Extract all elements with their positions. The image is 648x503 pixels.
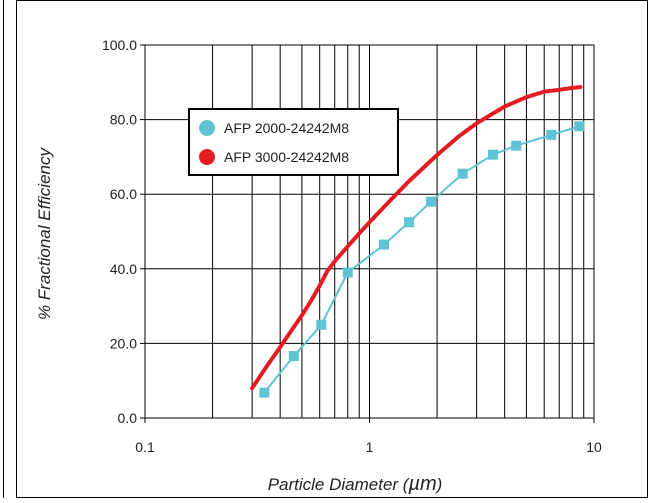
x-axis-title-close: ) — [435, 475, 443, 494]
data-point-afp-2000 — [457, 168, 468, 179]
series-layer — [250, 85, 585, 398]
y-tick-label: 100.0 — [102, 37, 137, 53]
y-axis-title: % Fractional Efficiency — [35, 147, 54, 320]
series-line-afp-3000 — [250, 85, 583, 391]
data-point-afp-2000 — [288, 351, 299, 362]
axis-ticks: 0.0 20.0 40.0 60.0 80.0 100.0 0.1 1 10 — [102, 37, 602, 455]
legend-marker-afp-2000 — [199, 120, 215, 136]
y-tick-label: 40.0 — [110, 261, 137, 277]
x-tick-label: 1 — [366, 439, 374, 455]
y-tick-label: 80.0 — [110, 112, 137, 128]
x-tick-label: 10 — [586, 439, 602, 455]
x-axis-title-text: Particle Diameter ( — [268, 475, 411, 494]
x-axis-title-unit: µm — [407, 473, 436, 495]
y-tick-label: 20.0 — [110, 335, 137, 351]
legend-box — [188, 108, 399, 176]
series-line-afp-2000 — [263, 125, 581, 394]
y-tick-label: 60.0 — [110, 186, 137, 202]
y-tick-label: 0.0 — [118, 410, 138, 426]
data-point-afp-2000 — [426, 196, 437, 207]
legend-marker-afp-3000 — [199, 149, 215, 165]
legend-label-afp-2000: AFP 2000-24242M8 — [224, 120, 349, 136]
data-point-afp-2000 — [342, 267, 353, 278]
data-point-afp-2000 — [511, 140, 522, 151]
data-point-afp-2000 — [316, 319, 327, 330]
legend-label-afp-3000: AFP 3000-24242M8 — [224, 149, 349, 165]
data-point-afp-2000 — [378, 239, 389, 250]
x-axis-title: Particle Diameter (µm) — [268, 473, 443, 495]
data-point-afp-2000 — [488, 149, 499, 160]
grid — [145, 45, 594, 418]
data-point-afp-2000 — [404, 217, 415, 228]
data-point-afp-2000 — [574, 121, 585, 132]
data-point-afp-2000 — [546, 129, 557, 140]
outer-border — [16, 0, 648, 498]
data-point-afp-2000 — [259, 387, 270, 398]
legend: AFP 2000-24242M8 AFP 3000-24242M8 — [188, 108, 399, 176]
x-tick-label: 0.1 — [135, 439, 155, 455]
